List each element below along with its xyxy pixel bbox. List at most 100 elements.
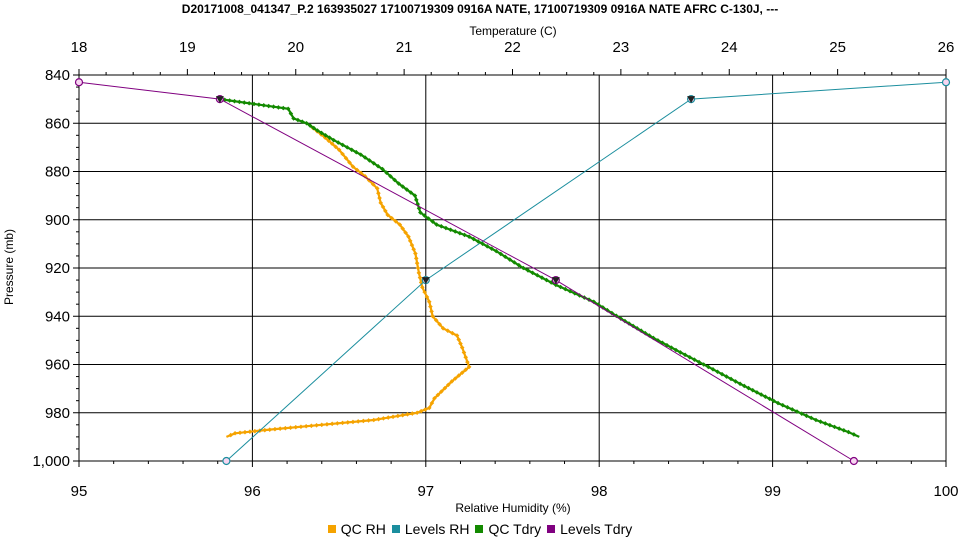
data-point xyxy=(406,234,411,239)
data-point xyxy=(742,383,747,389)
data-point xyxy=(521,265,526,271)
data-point xyxy=(780,402,786,408)
data-point xyxy=(463,367,468,373)
data-point xyxy=(449,379,455,384)
level-point xyxy=(222,456,231,466)
data-point xyxy=(429,400,435,406)
data-point xyxy=(414,260,420,266)
data-point xyxy=(298,424,304,430)
data-point xyxy=(246,100,252,106)
data-point xyxy=(347,160,352,165)
data-point xyxy=(344,145,350,150)
data-point xyxy=(390,414,396,420)
top-axis-title: Temperature (C) xyxy=(469,24,556,38)
legend-item-qc-tdry[interactable]: QC Tdry xyxy=(475,521,541,537)
data-point xyxy=(304,120,309,126)
data-point xyxy=(418,280,424,285)
y-tick-label: 940 xyxy=(45,308,70,325)
data-point xyxy=(416,205,422,211)
data-point xyxy=(438,223,444,229)
data-point xyxy=(262,427,268,433)
data-point xyxy=(340,151,345,157)
data-point xyxy=(353,149,359,155)
data-point xyxy=(409,242,415,248)
data-point xyxy=(420,285,425,290)
y-axis-title: Pressure (mb) xyxy=(2,229,16,305)
data-point xyxy=(432,395,437,401)
data-point xyxy=(673,347,679,353)
legend-item-levels-tdry[interactable]: Levels Tdry xyxy=(547,521,632,537)
data-point xyxy=(237,430,243,436)
data-point xyxy=(507,257,513,262)
data-point xyxy=(380,204,386,210)
data-point xyxy=(331,137,336,143)
data-point xyxy=(430,219,435,224)
data-point xyxy=(361,418,366,424)
data-point xyxy=(309,423,314,429)
data-point xyxy=(682,352,688,358)
data-point xyxy=(459,370,465,376)
data-point xyxy=(512,260,517,265)
data-point xyxy=(355,419,361,424)
data-point xyxy=(558,284,563,290)
legend-item-levels-rh[interactable]: Levels RH xyxy=(391,521,469,537)
top-tick-label: 22 xyxy=(504,39,521,56)
legend-label: QC Tdry xyxy=(488,521,542,537)
data-point xyxy=(457,230,463,236)
data-point xyxy=(804,413,809,419)
series-levels-rh xyxy=(222,78,951,466)
data-point xyxy=(408,190,414,195)
y-tick-label: 900 xyxy=(45,212,70,229)
grid xyxy=(78,74,947,462)
data-point xyxy=(452,229,458,234)
data-point xyxy=(846,429,851,435)
data-point xyxy=(327,135,332,141)
data-point xyxy=(376,416,381,422)
data-point xyxy=(380,166,385,172)
y-tick-label: 860 xyxy=(45,115,70,132)
data-point xyxy=(433,317,439,323)
data-point xyxy=(493,248,499,254)
data-point xyxy=(371,417,377,423)
data-point xyxy=(424,294,430,300)
bottom-tick-label: 99 xyxy=(764,483,781,500)
data-point xyxy=(475,239,481,244)
data-point xyxy=(232,98,237,104)
data-point xyxy=(851,432,857,437)
top-tick-label: 24 xyxy=(721,39,738,56)
data-point xyxy=(392,177,397,183)
y-tick-label: 980 xyxy=(45,405,70,422)
data-point xyxy=(315,128,320,133)
data-point xyxy=(335,421,340,426)
data-point xyxy=(329,141,335,147)
data-point xyxy=(458,341,463,346)
data-point xyxy=(395,413,401,419)
data-point xyxy=(605,307,610,313)
level-point xyxy=(941,78,951,87)
data-point xyxy=(692,357,697,362)
data-point xyxy=(428,304,433,309)
data-point xyxy=(448,227,453,233)
data-point xyxy=(785,405,790,410)
data-point xyxy=(638,328,644,334)
legend-swatch xyxy=(475,525,484,533)
series-line xyxy=(78,81,855,462)
data-point xyxy=(323,133,328,138)
data-point xyxy=(767,396,772,402)
data-point xyxy=(758,392,764,397)
y-tick-label: 1,000 xyxy=(32,453,70,470)
data-point xyxy=(412,193,418,198)
data-point xyxy=(450,330,455,336)
data-point xyxy=(293,424,299,430)
data-point xyxy=(415,265,421,271)
data-point xyxy=(516,262,522,268)
data-point xyxy=(719,371,725,377)
data-point xyxy=(530,270,535,276)
data-point xyxy=(422,289,427,295)
data-point xyxy=(462,232,467,238)
data-point xyxy=(413,256,419,261)
y-tick-label: 960 xyxy=(45,357,70,374)
legend-item-qc-rh[interactable]: QC RH xyxy=(327,521,386,537)
data-point xyxy=(471,236,476,242)
